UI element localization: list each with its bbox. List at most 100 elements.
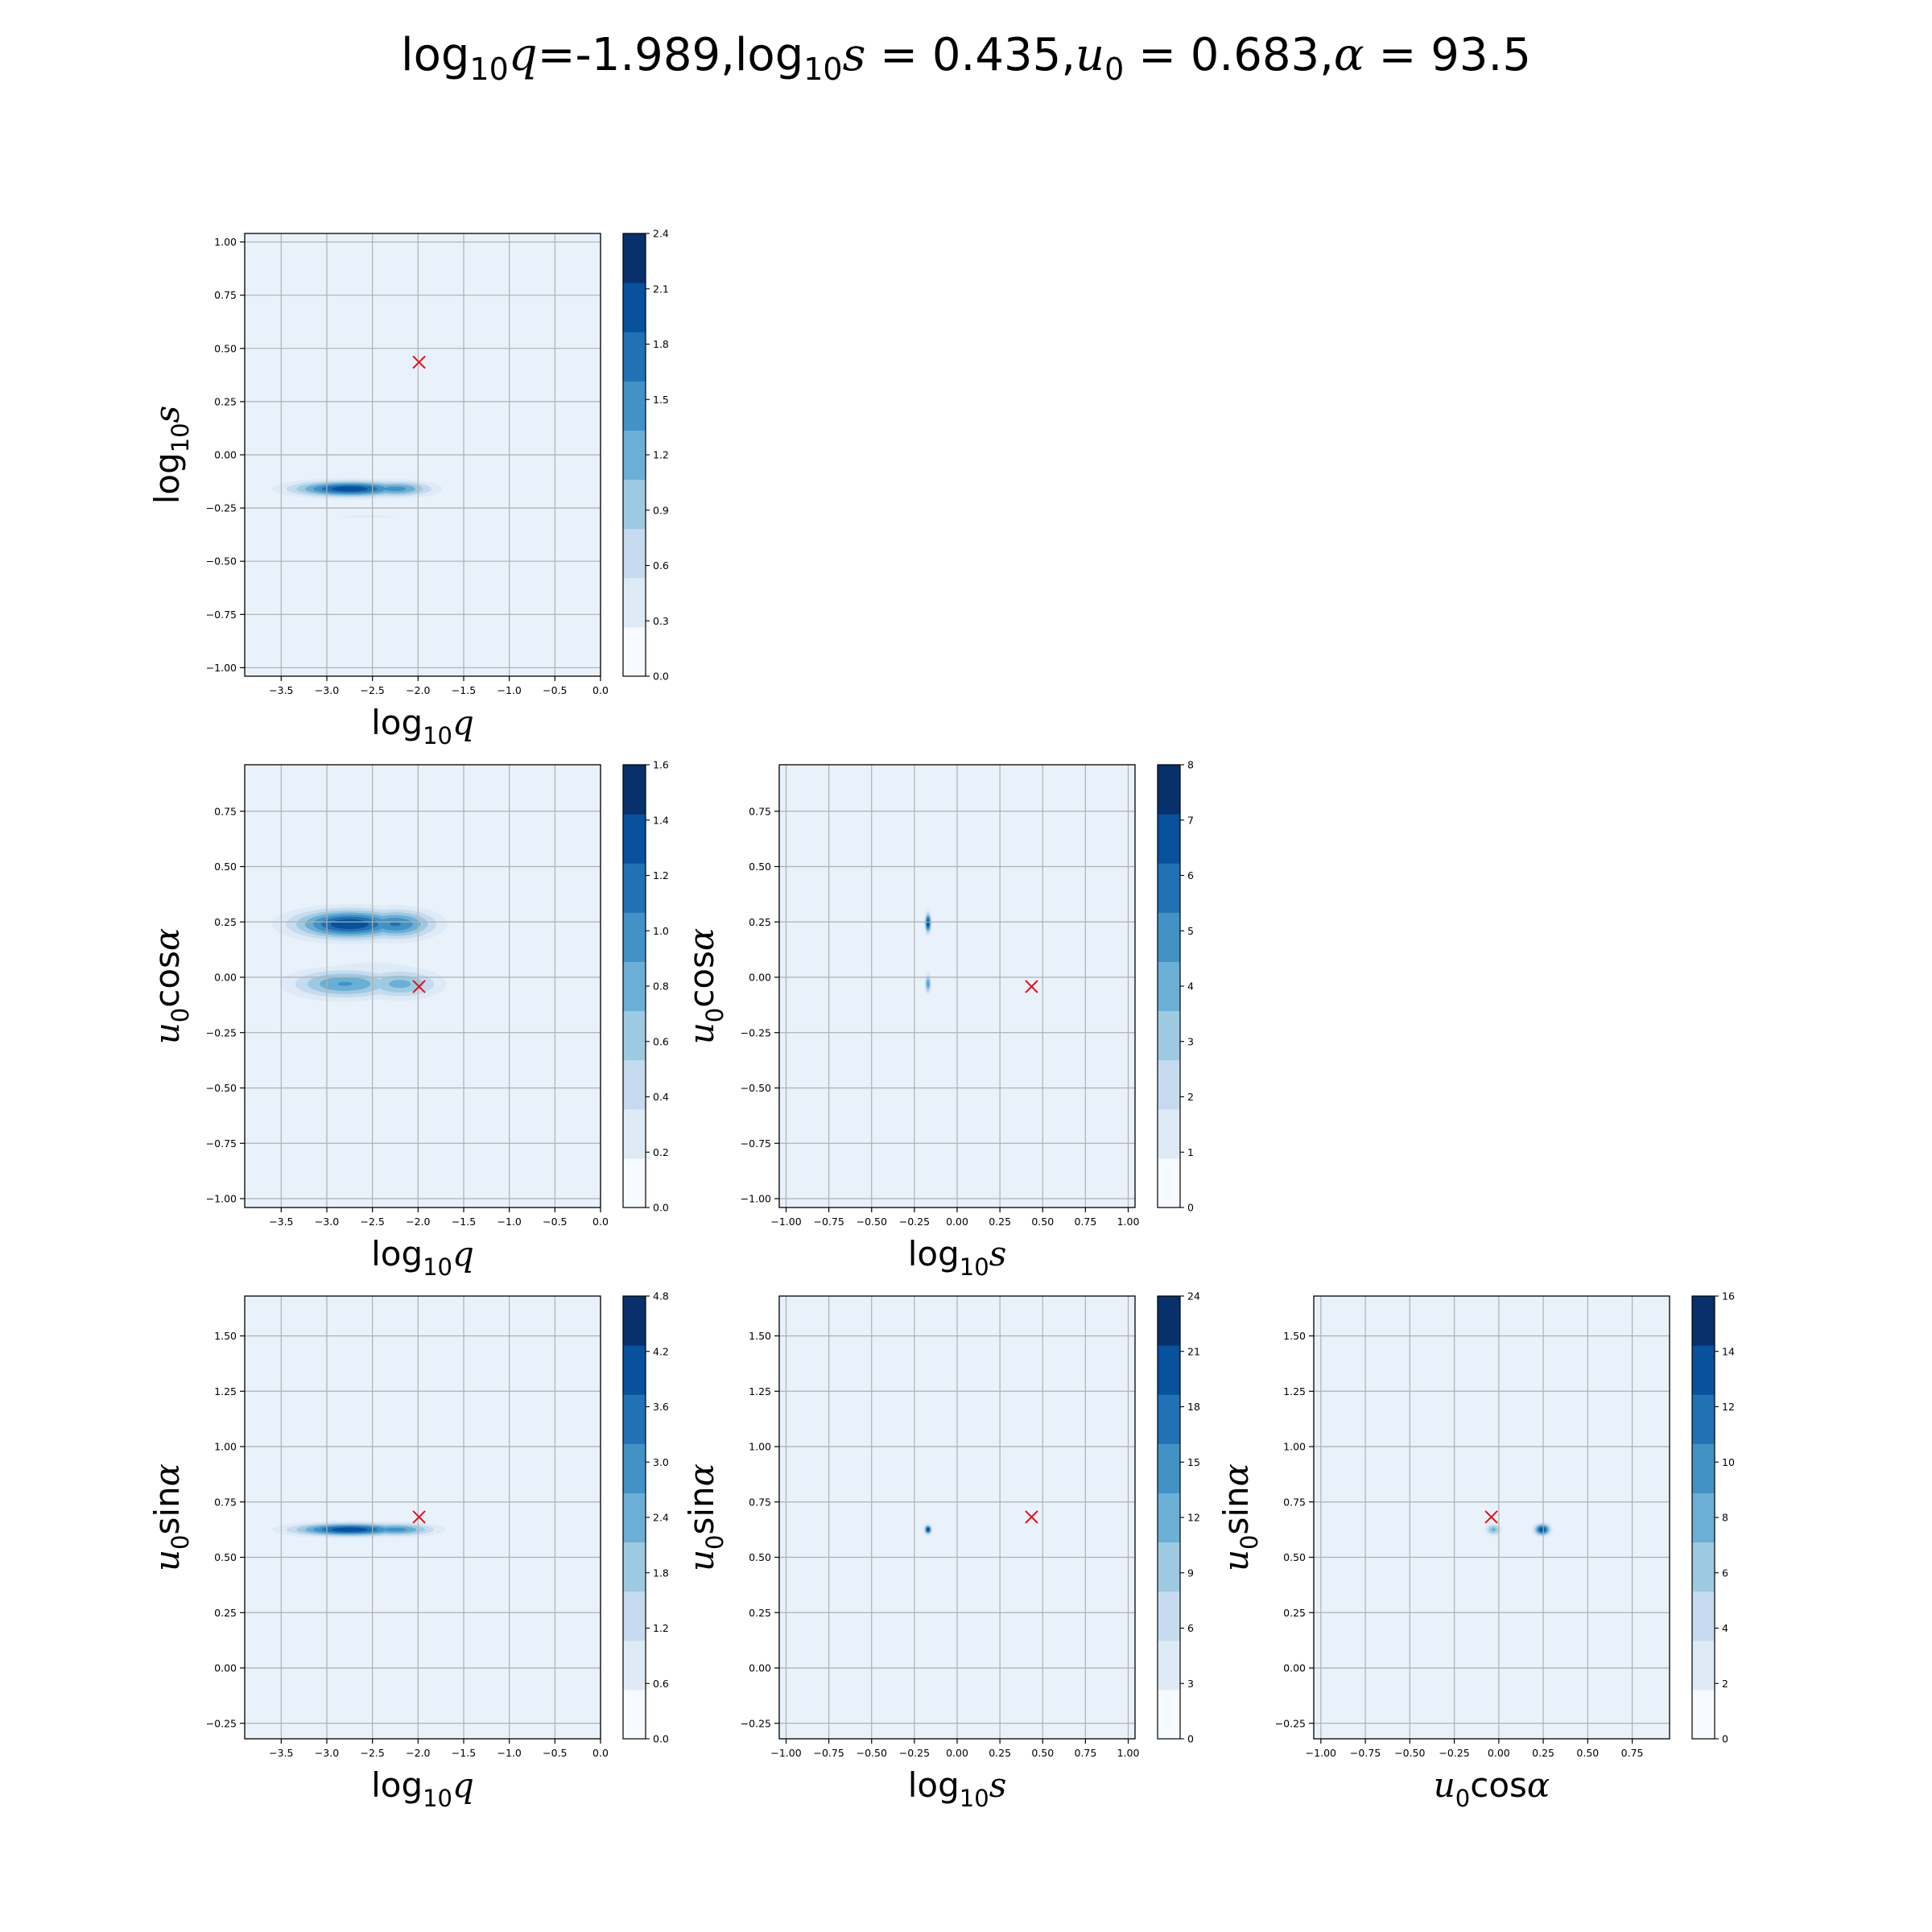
colorbar-segment (623, 1689, 646, 1740)
colorbar-tick-label: 0.3 (653, 615, 669, 627)
x-tick-label: 0.75 (1074, 1216, 1096, 1228)
y-tick-label: 1.25 (214, 1385, 237, 1397)
label-part: α (682, 1463, 721, 1486)
x-tick-label: −3.5 (269, 1747, 293, 1759)
colorbar-tick-label: 14 (1722, 1345, 1735, 1357)
y-axis-label: u0sinα (1216, 1463, 1263, 1571)
label-part: α (147, 928, 187, 951)
colorbar-segment (1158, 1689, 1180, 1740)
label-part: s (147, 406, 187, 423)
colorbar-tick-label: 0.6 (653, 1035, 669, 1047)
colorbar-segment (623, 283, 646, 332)
colorbar: 0.0 0.3 0.6 0.9 1.2 1.5 1.8 2.1 2.4 (622, 228, 669, 683)
label-part: α (147, 1463, 187, 1486)
y-tick-label: 1.50 (214, 1330, 237, 1342)
x-axis-label: log10s (908, 1765, 1007, 1812)
x-tick-label: −1.0 (497, 684, 521, 696)
colorbar-tick-label: 7 (1187, 814, 1194, 826)
true-value-marker (412, 355, 426, 369)
label-part: 10 (423, 1785, 452, 1812)
title-part: = 0.435, (865, 29, 1075, 81)
colorbar-tick-label: 1.2 (653, 1622, 669, 1634)
y-tick-label: 1.00 (214, 1441, 237, 1453)
colorbar-tick-label: 1.5 (653, 394, 669, 406)
label-part: α (1216, 1463, 1256, 1486)
label-part: 10 (167, 423, 194, 452)
y-tick-label: −0.25 (206, 502, 237, 514)
colorbar-tick-label: 1 (1187, 1146, 1194, 1158)
x-tick-label: 0.0 (592, 1216, 609, 1228)
label-part: 0 (701, 1008, 729, 1022)
density-contours (923, 909, 933, 997)
colorbar-segment (623, 1108, 646, 1159)
label-part: cos (1470, 1765, 1527, 1805)
label-part: 0 (167, 1535, 194, 1550)
x-axis-label: log10s (908, 1234, 1007, 1281)
label-part: 0 (1236, 1535, 1263, 1550)
colorbar-segment (623, 961, 646, 1012)
colorbar-segment (1158, 1108, 1180, 1159)
x-tick-label: 0.0 (592, 1747, 609, 1759)
colorbar-tick-label: 1.0 (653, 925, 669, 937)
label-part: u (682, 1550, 721, 1571)
grid (779, 765, 1135, 1208)
colorbar-tick-label: 0 (1187, 1202, 1194, 1214)
x-axis-label: log10q (371, 703, 474, 749)
colorbar-segment (623, 1296, 646, 1346)
colorbar-segment (1158, 961, 1180, 1012)
colorbar-segment (1158, 1158, 1180, 1208)
label-part: q (452, 1234, 474, 1274)
x-tick-label: 0.75 (1621, 1747, 1644, 1759)
colorbar-segment (1158, 1394, 1180, 1444)
y-tick-label: 0.75 (1283, 1496, 1306, 1508)
contour-level (1539, 1527, 1546, 1532)
x-tick-label: −1.5 (452, 1216, 476, 1228)
title-part: s (842, 29, 866, 81)
y-tick-label: −0.25 (741, 1717, 771, 1729)
density-contours (271, 1520, 446, 1539)
x-tick-label: 0.50 (1031, 1747, 1054, 1759)
colorbar-tick-label: 0.8 (653, 980, 669, 993)
colorbar-tick-label: 1.8 (653, 1567, 669, 1579)
label-part: log (908, 1765, 960, 1805)
colorbar-segment (1158, 1010, 1180, 1061)
true-value-marker (1484, 1510, 1498, 1524)
y-tick-label: 0.00 (749, 1662, 771, 1674)
x-tick-label: −0.25 (1439, 1747, 1469, 1759)
panel-q-usin: −3.5 −3.0 −2.5 −2.0 −1.5 −1.0 −0.5 0.0−0.250.00… (147, 1290, 669, 1812)
x-tick-label: −2.0 (406, 684, 430, 696)
y-tick-label: −0.25 (206, 1717, 237, 1729)
colorbar-segment (623, 1492, 646, 1543)
colorbar-tick-label: 1.6 (653, 759, 669, 771)
y-tick-label: −0.75 (741, 1137, 771, 1150)
marker-stroke (1025, 1510, 1038, 1524)
density-contours (923, 1523, 933, 1536)
colorbar-segment (623, 814, 646, 864)
y-tick-label: 0.25 (749, 1607, 771, 1619)
colorbar-tick-label: 0 (1187, 1733, 1194, 1745)
y-tick-label: 0.75 (214, 289, 237, 301)
x-tick-label: 0.75 (1074, 1747, 1096, 1759)
colorbar-segment (623, 863, 646, 913)
colorbar-segment (1158, 863, 1180, 913)
title-part: =-1.989, (537, 29, 735, 81)
label-part: q (452, 1765, 474, 1805)
label-part: sin (682, 1486, 721, 1534)
y-axis-label: u0cosα (682, 928, 729, 1045)
colorbar-tick-label: 5 (1187, 925, 1194, 937)
colorbar-tick-label: 6 (1722, 1567, 1728, 1579)
colorbar-tick-label: 12 (1187, 1512, 1200, 1524)
contour-level (337, 981, 353, 986)
label-part: s (989, 1765, 1007, 1805)
colorbar-tick-label: 8 (1722, 1512, 1728, 1524)
panel-s-ucos: −1.00 −0.75 −0.50 −0.25 0.00 0.25 0.50 0.75 1.00… (682, 759, 1194, 1281)
y-tick-label: 1.00 (214, 236, 237, 248)
label-part: log (908, 1234, 960, 1274)
colorbar-tick-label: 4.8 (653, 1290, 669, 1302)
x-tick-label: −2.0 (406, 1747, 430, 1759)
colorbar-segment (623, 626, 646, 677)
y-axis-label: u0cosα (147, 928, 194, 1045)
contour-level (927, 919, 930, 927)
colorbar-tick-label: 3 (1187, 1678, 1194, 1690)
